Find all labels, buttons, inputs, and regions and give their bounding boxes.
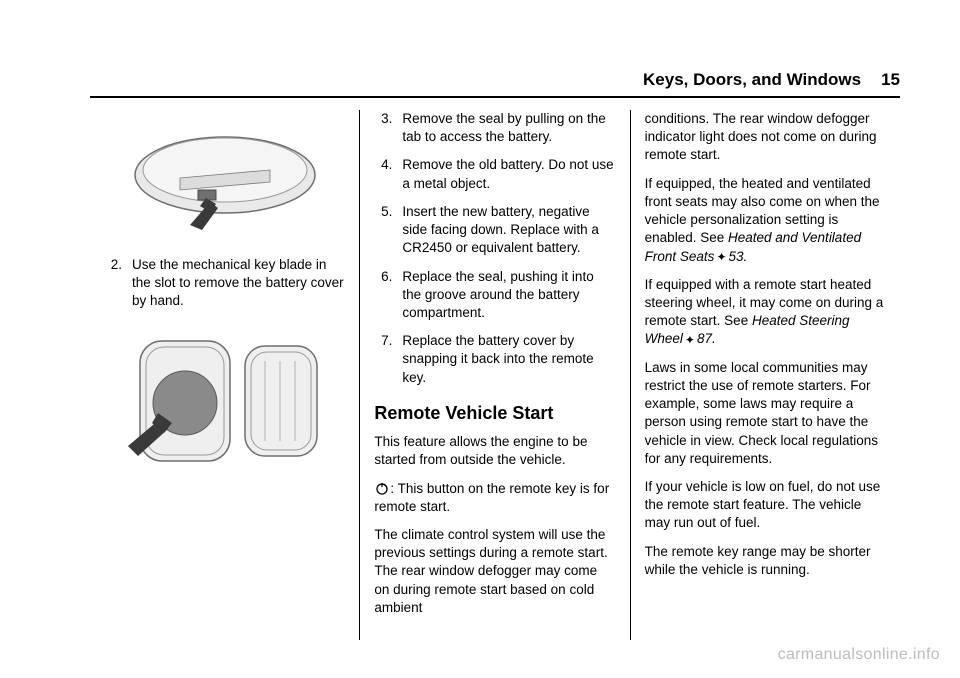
figure-battery-cover [120,321,330,481]
step-3: 3. Remove the seal by pulling on the tab… [374,110,615,146]
column-2: 3. Remove the seal by pulling on the tab… [359,110,629,640]
header-section-title: Keys, Doors, and Windows [643,70,861,90]
step-number: 6. [374,268,402,323]
step-text: Insert the new battery, negative side fa… [402,203,615,258]
step-7: 7. Replace the battery cover by snapping… [374,332,615,387]
steps-list-1: 2. Use the mechanical key blade in the s… [104,256,345,311]
step-text: Use the mechanical key blade in the slot… [132,256,345,311]
step-5: 5. Insert the new battery, negative side… [374,203,615,258]
column-3: conditions. The rear window defogger ind… [630,110,900,640]
step-number: 3. [374,110,402,146]
col3-p3: If equipped with a remote start heated s… [645,276,886,349]
step-number: 4. [374,156,402,192]
remote-start-icon [374,481,390,497]
step-text: Replace the seal, pushing it into the gr… [402,268,615,323]
col3-p2: If equipped, the heated and ventilated f… [645,175,886,266]
step-4: 4. Remove the old battery. Do not use a … [374,156,615,192]
reference-icon: ✦ [685,332,695,348]
step-text: Remove the old battery. Do not use a met… [402,156,615,192]
section-heading-remote-start: Remote Vehicle Start [374,401,615,425]
manual-page: Keys, Doors, and Windows 15 2. Use the m… [0,0,960,678]
remote-start-button-text: : This button on the remote key is for r… [374,481,609,514]
step-text: Replace the battery cover by snapping it… [402,332,615,387]
step-number: 5. [374,203,402,258]
remote-start-button-line: : This button on the remote key is for r… [374,480,615,516]
col3-p5: If your vehicle is low on fuel, do not u… [645,478,886,533]
column-1: 2. Use the mechanical key blade in the s… [90,110,359,640]
step-2: 2. Use the mechanical key blade in the s… [104,256,345,311]
step-number: 2. [104,256,132,311]
watermark-text: carmanualsonline.info [778,646,940,664]
steps-list-2: 3. Remove the seal by pulling on the tab… [374,110,615,387]
step-text: Remove the seal by pulling on the tab to… [402,110,615,146]
header-page-number: 15 [881,70,900,90]
col3-p1: conditions. The rear window defogger ind… [645,110,886,165]
step-number: 7. [374,332,402,387]
step-6: 6. Replace the seal, pushing it into the… [374,268,615,323]
figure-key-blade-slot [120,120,330,240]
content-columns: 2. Use the mechanical key blade in the s… [90,110,900,640]
ref-heated-seats-page: 53. [729,249,748,264]
page-header: Keys, Doors, and Windows 15 [90,70,900,98]
ref-heated-wheel-page: 87. [697,331,716,346]
remote-start-intro: This feature allows the engine to be sta… [374,433,615,469]
col3-p4: Laws in some local communities may restr… [645,359,886,468]
reference-icon: ✦ [716,249,726,265]
climate-control-text: The climate control system will use the … [374,526,615,617]
col3-p6: The remote key range may be shorter whil… [645,543,886,579]
